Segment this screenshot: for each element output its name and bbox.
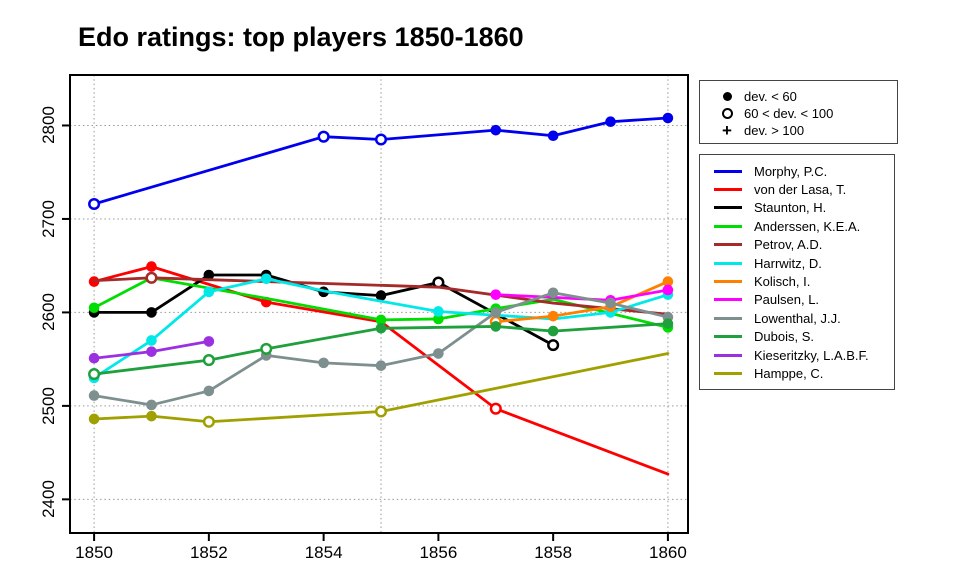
marker-legend-label: 60 < dev. < 100	[744, 106, 834, 121]
legend-line-swatch	[714, 224, 742, 228]
legend-player-label: Staunton, H.	[754, 200, 827, 216]
legend-player-label: Harrwitz, D.	[754, 255, 822, 271]
legend-line-swatch	[714, 280, 742, 284]
marker-legend-item-open: 60 < dev. < 100	[710, 105, 889, 122]
legend-item-dubois: Dubois, S.	[710, 328, 886, 346]
legend-item-kieseritzky: Kieseritzky, L.A.B.F.	[710, 346, 886, 364]
legend-line-swatch	[714, 206, 742, 210]
marker-legend-item-plus: + dev. > 100	[710, 122, 889, 139]
series-morphy	[88, 112, 674, 211]
legend-line-swatch	[714, 261, 742, 265]
y-tick-label: 2700	[39, 200, 58, 238]
marker-glyph	[722, 92, 732, 101]
legend-line-swatch	[714, 169, 742, 173]
marker-legend-label: dev. < 60	[744, 89, 797, 104]
y-tick-label: 2500	[39, 386, 58, 425]
open-circle-icon	[710, 108, 744, 119]
legend-player-label: Hamppe, C.	[754, 365, 824, 381]
filled-circle-icon	[710, 92, 744, 101]
legend-player-label: Petrov, A.D.	[754, 237, 823, 253]
legend-line-swatch	[714, 188, 742, 192]
x-tick-label: 1850	[75, 543, 113, 562]
axis-ticks	[62, 124, 669, 541]
player-legend: Morphy, P.C. von der Lasa, T. Staunton, H.…	[699, 154, 895, 390]
x-tick-label: 1858	[534, 543, 573, 562]
legend-player-label: Dubois, S.	[754, 329, 814, 345]
series-lowenthal	[88, 287, 674, 411]
y-tick-label: 2600	[39, 293, 58, 332]
plus-marker-icon: +	[710, 120, 744, 140]
series-dubois	[88, 318, 674, 381]
y-tick-label: 2400	[39, 480, 58, 519]
legend-item-harrwitz: Harrwitz, D.	[710, 254, 886, 272]
legend-item-kolisch: Kolisch, I.	[710, 272, 886, 290]
series-kieseritzky	[88, 336, 215, 364]
legend-item-lowenthal: Lowenthal, J.J.	[710, 309, 886, 327]
x-tick-label: 1854	[304, 543, 343, 562]
legend-line-swatch	[714, 335, 742, 339]
series-von-der-lasa	[88, 261, 670, 476]
legend-item-morphy: Morphy, P.C.	[710, 162, 886, 180]
x-tick-label: 1852	[189, 543, 228, 562]
legend-line-swatch	[714, 353, 742, 357]
marker-legend-label: dev. > 100	[744, 123, 805, 138]
legend-item-von-der-lasa: von der Lasa, T.	[710, 180, 886, 198]
marker-glyph: +	[722, 120, 732, 140]
legend-line-swatch	[714, 316, 742, 320]
series-hamppe	[88, 352, 670, 428]
legend-item-petrov: Petrov, A.D.	[710, 236, 886, 254]
legend-line-swatch	[714, 298, 742, 302]
x-tick-label: 1860	[648, 543, 687, 562]
marker-glyph	[721, 108, 733, 119]
y-tick-label: 2800	[39, 106, 58, 145]
legend-player-label: Anderssen, K.E.A.	[754, 218, 861, 234]
series-petrov	[92, 271, 670, 316]
legend-player-label: von der Lasa, T.	[754, 182, 847, 198]
legend-player-label: Morphy, P.C.	[754, 163, 828, 179]
legend-item-hamppe: Hamppe, C.	[710, 364, 886, 382]
marker-legend-item-filled: dev. < 60	[710, 88, 889, 105]
legend-line-swatch	[714, 371, 742, 375]
plot-border	[69, 74, 689, 534]
legend-player-label: Kolisch, I.	[754, 274, 811, 290]
x-tick-label: 1856	[419, 543, 458, 562]
marker-legend: dev. < 60 60 < dev. < 100 + dev. > 100	[699, 80, 898, 144]
legend-player-label: Lowenthal, J.J.	[754, 310, 841, 326]
legend-line-swatch	[714, 243, 742, 247]
legend-item-paulsen: Paulsen, L.	[710, 291, 886, 309]
legend-player-label: Paulsen, L.	[754, 292, 820, 308]
legend-item-staunton: Staunton, H.	[710, 199, 886, 217]
legend-item-anderssen: Anderssen, K.E.A.	[710, 217, 886, 235]
chart-title: Edo ratings: top players 1850-1860	[78, 22, 524, 52]
legend-player-label: Kieseritzky, L.A.B.F.	[754, 347, 869, 363]
